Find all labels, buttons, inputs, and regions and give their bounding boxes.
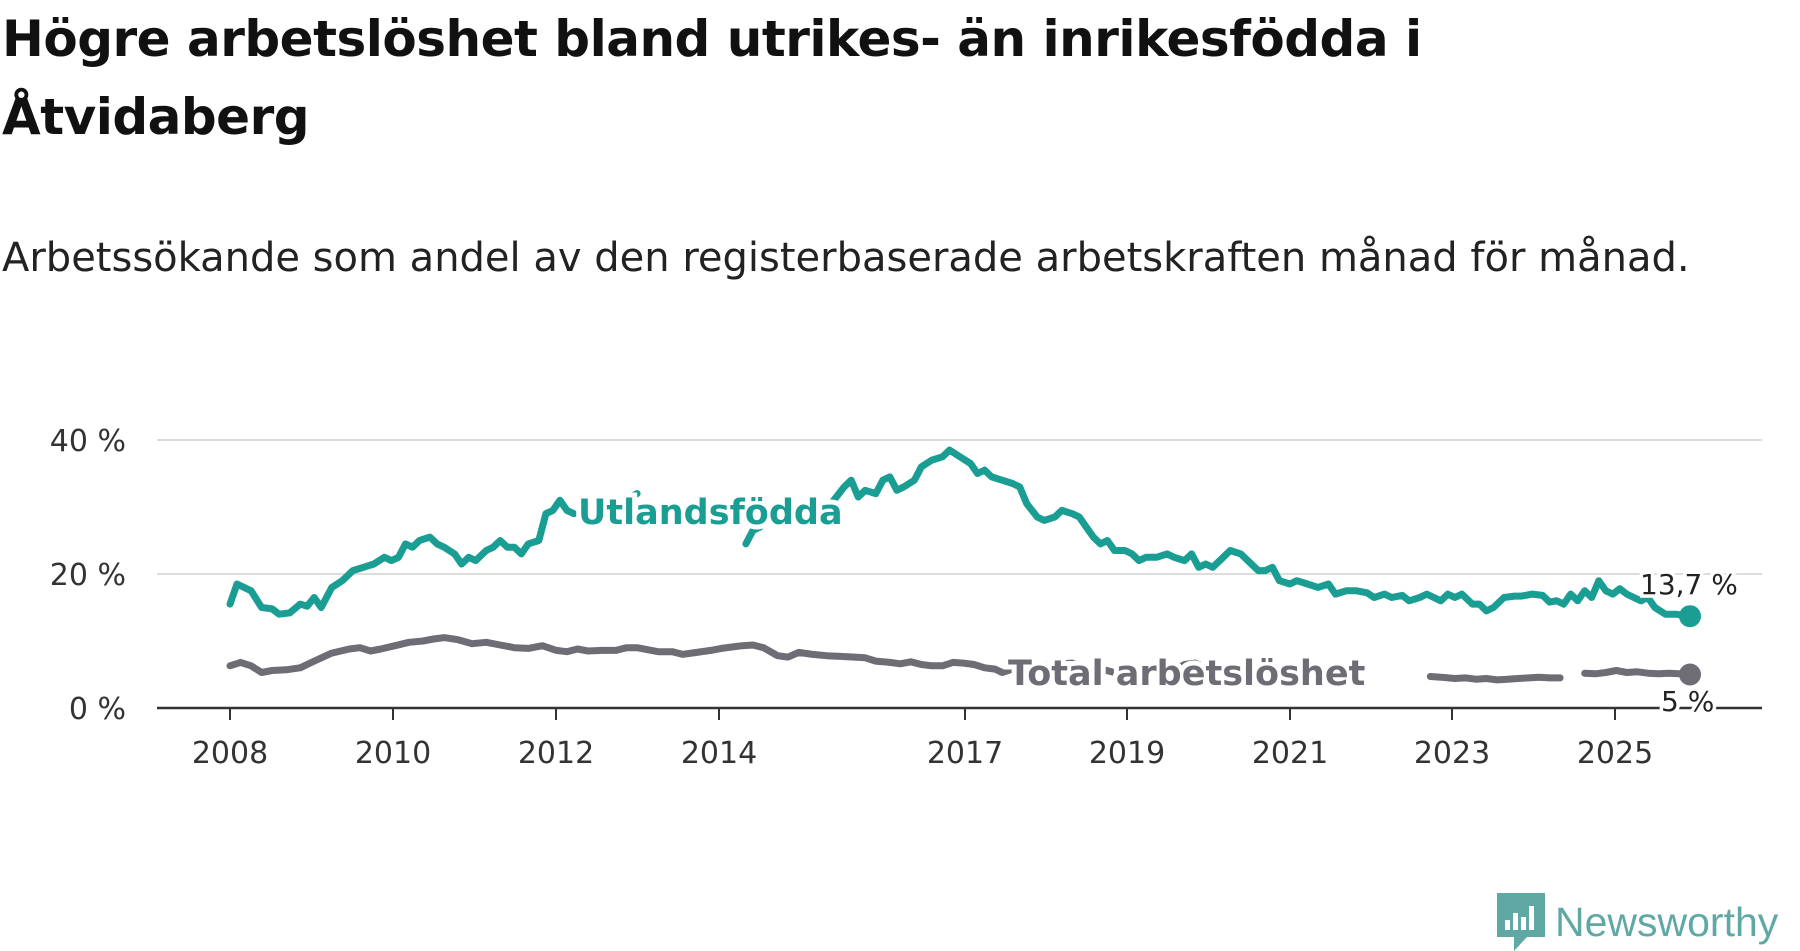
series-line-total-segment-0	[226, 634, 1248, 677]
x-tick-label: 2019	[1089, 736, 1165, 771]
series-line-total-segment-1	[1426, 673, 1564, 684]
series-line-utlandsfodda-segment-1	[626, 490, 641, 501]
chart-title: Högre arbetslöshet bland utrikes- än inr…	[2, 10, 1422, 146]
series-line-utlandsfodda-segment-2	[742, 523, 764, 548]
newsworthy-logo-icon	[1497, 893, 1545, 951]
end-label-utlandsfodda: 13,7 %	[1640, 568, 1738, 601]
x-tick-label: 2021	[1252, 736, 1328, 771]
y-tick-label: 20 %	[50, 558, 126, 593]
newsworthy-logo: Newsworthy	[1497, 893, 1778, 951]
x-tick-label: 2025	[1577, 736, 1653, 771]
series-lines	[226, 446, 1694, 684]
x-tick-label: 2010	[355, 736, 431, 771]
series-label-total: Total arbetslöshet	[1008, 654, 1365, 694]
series-line-utlandsfodda-segment-3	[819, 446, 1694, 620]
gridlines	[157, 439, 1762, 575]
series-labels: Utlandsfödda Total arbetslöshet 13,7 % 5…	[573, 488, 1741, 722]
end-marker-utlandsfodda	[1679, 605, 1701, 628]
axes: 0 % 20 % 40 % 2008 2010 2012 2014 2017 2019 2021 2…	[50, 424, 1762, 771]
y-tick-label: 40 %	[50, 424, 126, 459]
end-marker-total	[1679, 663, 1701, 686]
y-tick-label: 0 %	[69, 692, 126, 727]
x-tick-label: 2008	[192, 736, 268, 771]
chart-subtitle: Arbetssökande som andel av den registerb…	[2, 235, 1690, 281]
x-tick-label: 2012	[518, 736, 594, 771]
series-line-total-segment-2	[1581, 667, 1694, 678]
x-tick-label: 2014	[681, 736, 757, 771]
end-markers	[1679, 605, 1701, 686]
newsworthy-logo-text: Newsworthy	[1555, 898, 1779, 945]
x-tick-label: 2023	[1414, 736, 1490, 771]
end-label-total: 5 %	[1661, 685, 1714, 718]
x-tick-label: 2017	[927, 736, 1003, 771]
series-line-utlandsfodda-segment-0	[226, 496, 578, 618]
series-label-utlandsfodda: Utlandsfödda	[578, 493, 843, 533]
